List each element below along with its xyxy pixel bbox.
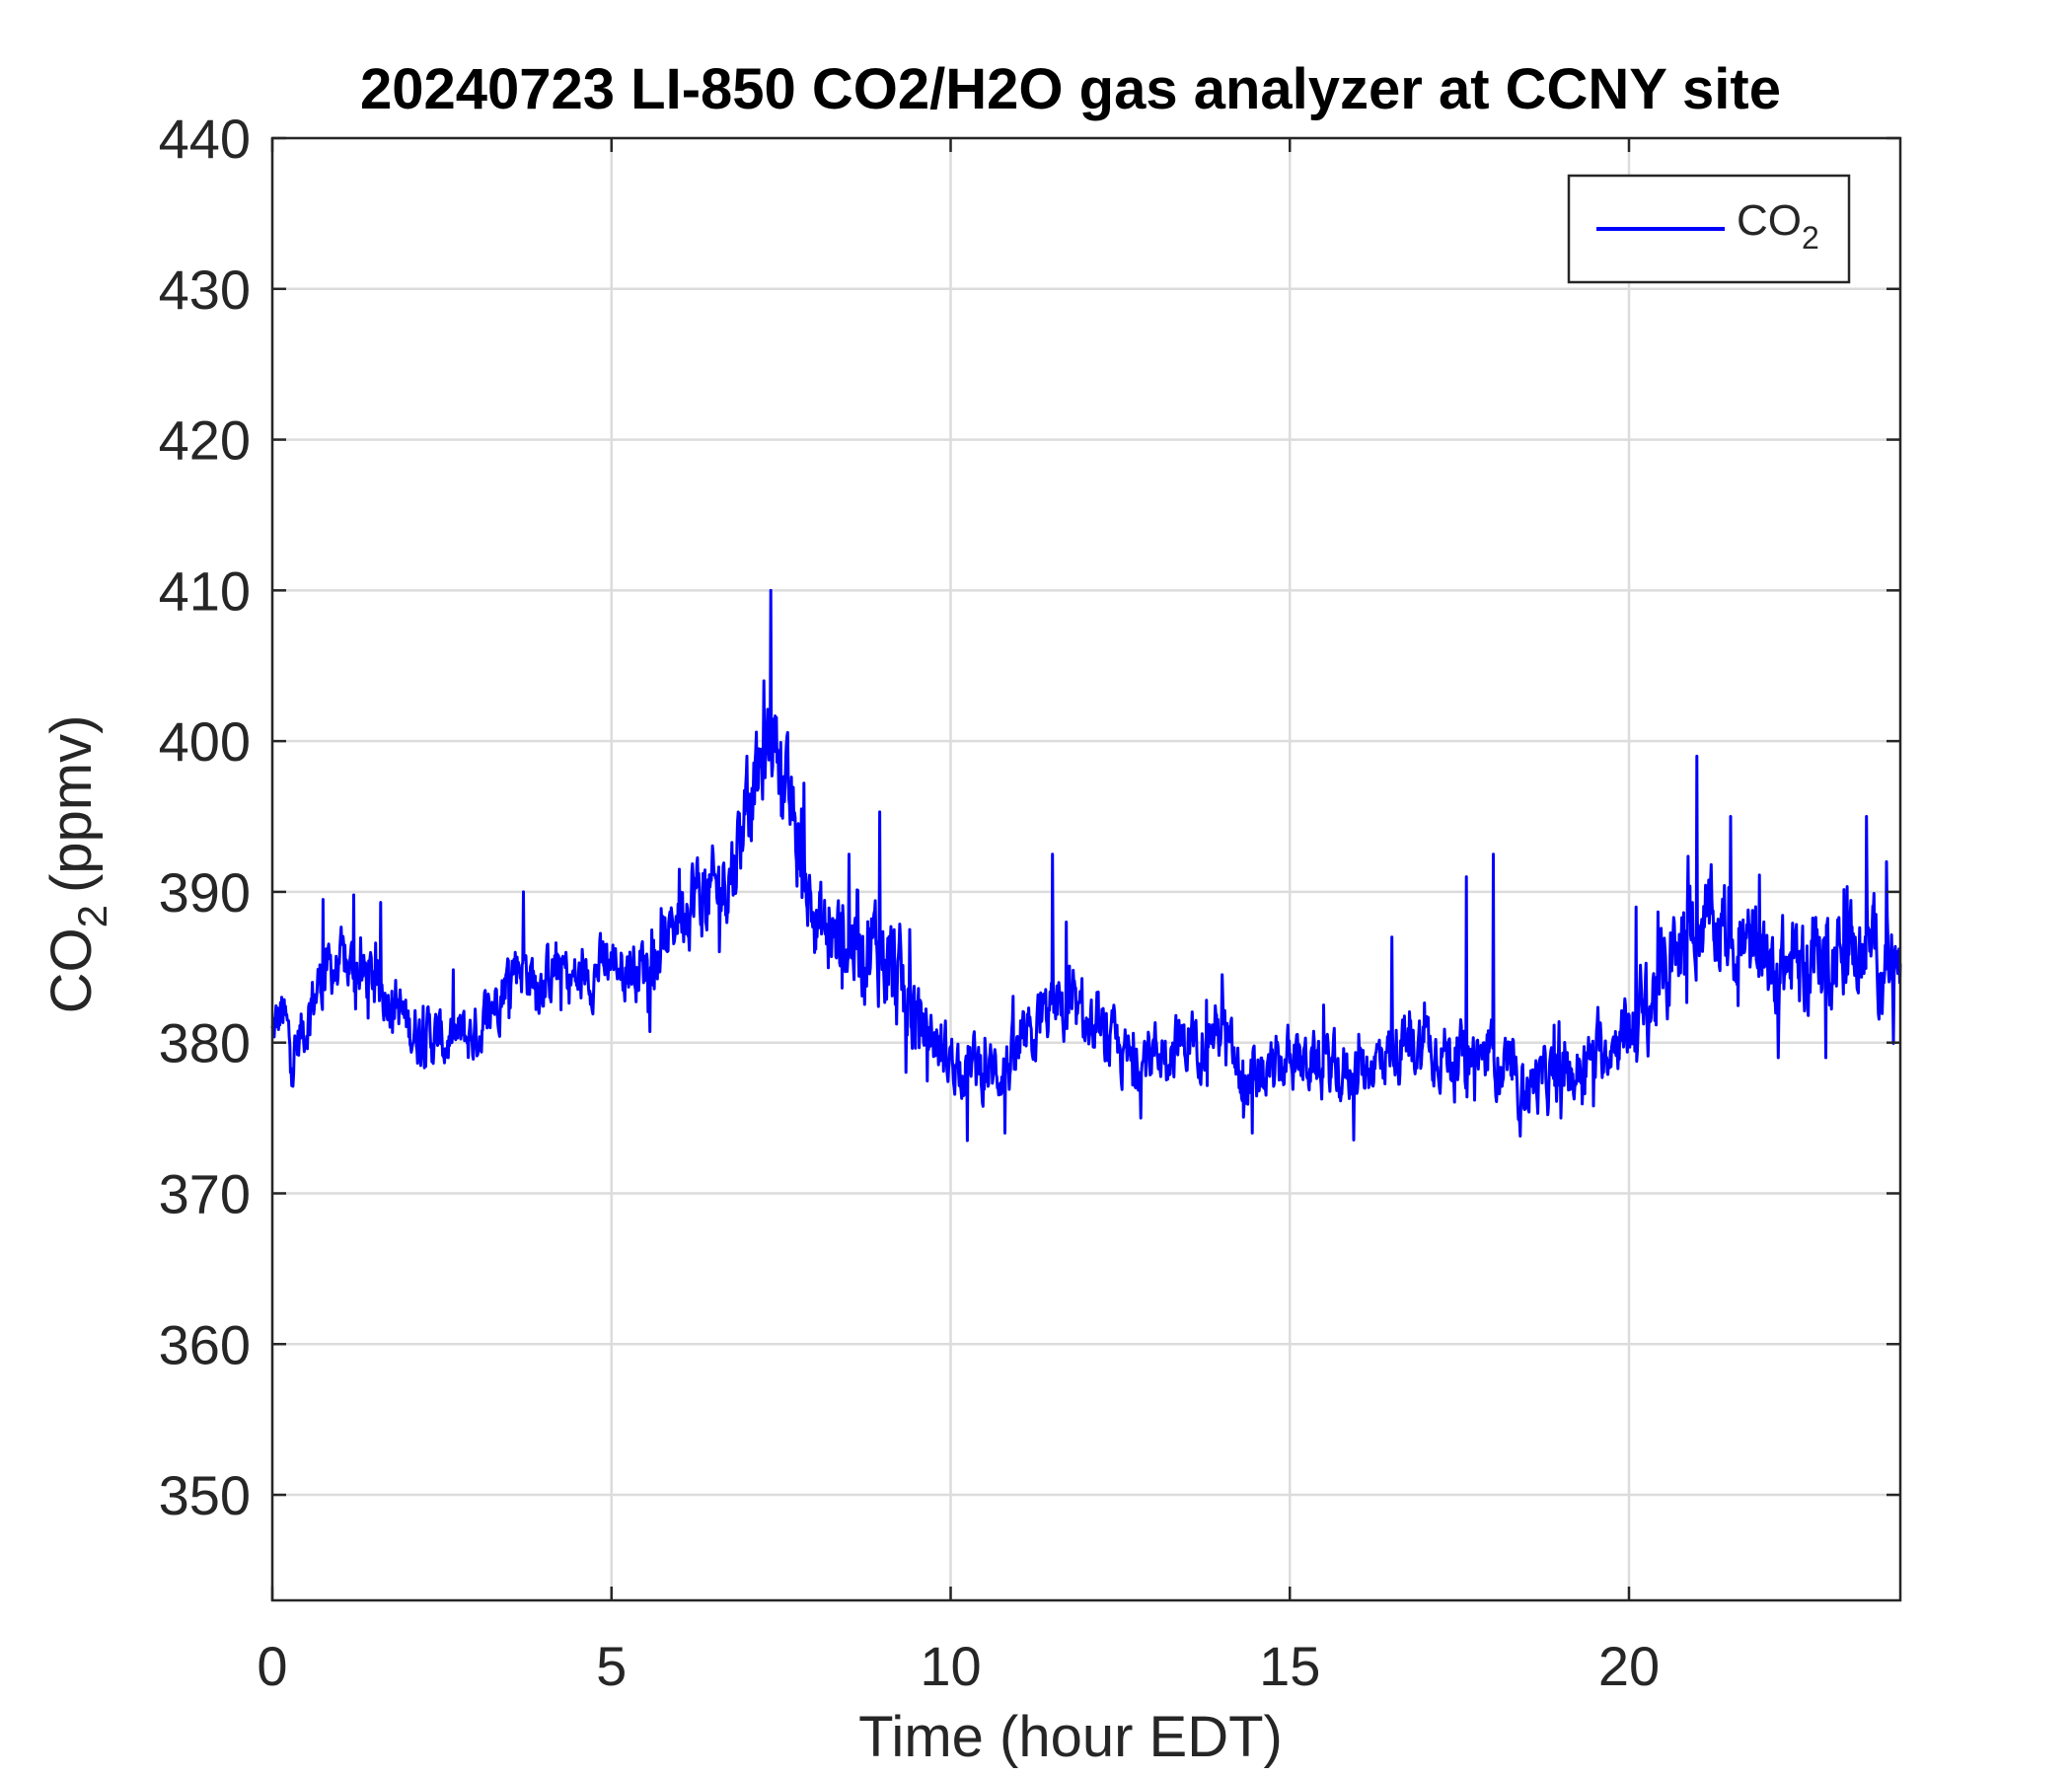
y-tick-label: 390 [159,861,251,924]
x-tick-label: 5 [596,1635,627,1697]
chart-title: 20240723 LI-850 CO2/H2O gas analyzer at … [360,57,1781,121]
y-tick-labels: 350 360 370 380 390 400 410 420 430 440 [159,108,251,1526]
x-tick-labels: 0 5 10 15 20 [257,1635,1660,1697]
legend-entry-co2: CO2 [1737,196,1819,256]
y-tick-label: 440 [159,108,251,170]
x-tick-label: 20 [1598,1635,1660,1697]
axes-box [270,136,1902,1602]
y-tick-label: 380 [159,1012,251,1074]
legend-label-main: CO [1737,196,1802,245]
series-line-co2 [270,588,1902,1143]
y-tick-label: 430 [159,259,251,321]
axes-background [272,138,1900,1600]
y-tick-label: 400 [159,710,251,773]
y-axis-label-units: (ppmv) [39,715,104,893]
tick-marks [270,136,1900,1600]
x-tick-label: 15 [1259,1635,1320,1697]
x-axis-label: Time (hour EDT) [858,1705,1283,1769]
legend-label-subscript: 2 [1802,220,1819,256]
y-axis-label-main: CO [39,927,104,1013]
legend: CO2 [1567,174,1851,284]
y-axis-label: CO2 (ppmv) [39,715,115,1014]
y-tick-label: 420 [159,409,251,472]
x-tick-label: 0 [257,1635,287,1697]
y-tick-label: 350 [159,1464,251,1526]
y-tick-label: 360 [159,1313,251,1375]
y-tick-label: 410 [159,559,251,622]
svg-text:CO2(ppmv): CO2 (ppmv) [39,715,115,1014]
y-axis-label-subscript: 2 [69,905,115,927]
data-series-layer [270,588,1902,1143]
x-tick-label: 10 [920,1635,981,1697]
y-tick-label: 370 [159,1162,251,1224]
